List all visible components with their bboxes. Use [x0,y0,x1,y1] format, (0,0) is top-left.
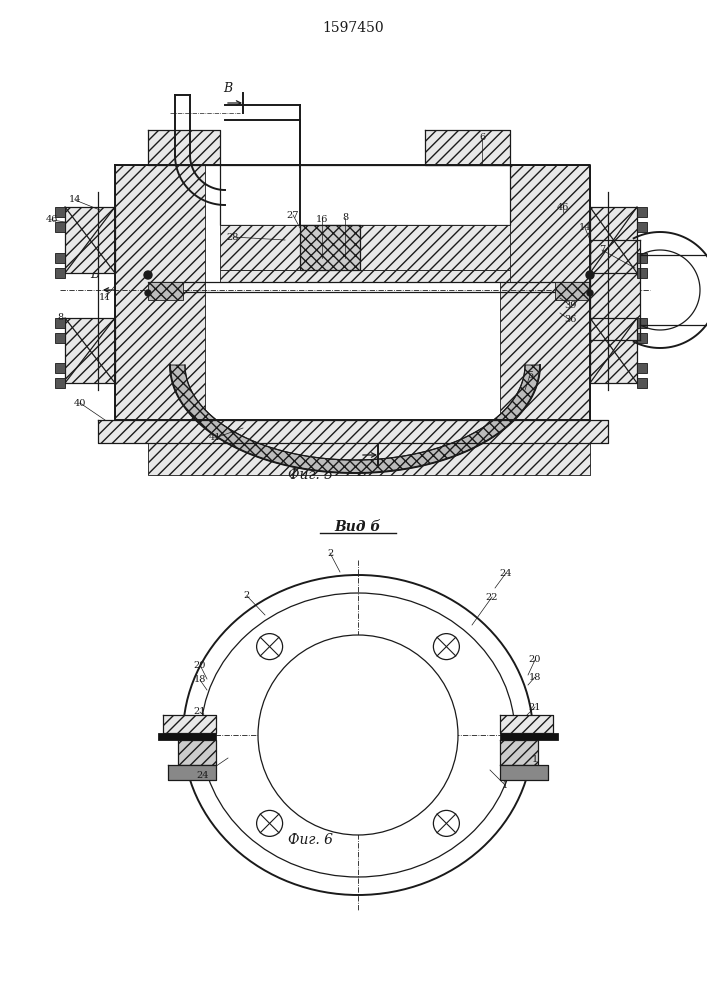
Polygon shape [148,420,590,475]
Polygon shape [637,268,647,278]
Text: 2: 2 [327,548,333,558]
Text: 1597450: 1597450 [322,21,384,35]
Polygon shape [637,318,647,328]
Circle shape [144,271,152,279]
Polygon shape [637,363,647,373]
Text: 21: 21 [529,702,542,712]
Polygon shape [170,365,540,473]
Polygon shape [55,333,65,343]
Text: 39: 39 [563,300,576,310]
Text: Б: Б [90,268,100,282]
Polygon shape [220,225,510,270]
Circle shape [587,290,593,296]
Text: 1: 1 [502,780,508,790]
Circle shape [145,290,151,296]
Circle shape [257,810,283,836]
Polygon shape [65,318,115,383]
Text: 7: 7 [599,245,605,254]
Text: 14: 14 [69,196,81,205]
Polygon shape [55,318,65,328]
Text: 24: 24 [500,568,513,578]
Text: 16: 16 [316,216,328,225]
Polygon shape [300,225,360,270]
Text: 27: 27 [287,211,299,220]
Circle shape [257,634,283,660]
Polygon shape [55,268,65,278]
Polygon shape [55,253,65,263]
Text: 20: 20 [194,660,206,670]
Polygon shape [500,165,590,420]
Polygon shape [637,253,647,263]
Polygon shape [220,270,510,282]
Polygon shape [98,420,608,443]
Polygon shape [55,207,65,217]
Text: 8: 8 [342,214,348,223]
Text: 24: 24 [197,770,209,780]
Text: 1: 1 [532,756,538,764]
Polygon shape [590,207,637,273]
Polygon shape [55,378,65,388]
Text: В: В [223,82,233,95]
Circle shape [433,634,460,660]
Text: 11: 11 [99,294,111,302]
Polygon shape [163,715,216,733]
Polygon shape [637,222,647,232]
Text: 46: 46 [557,204,569,213]
Polygon shape [500,733,558,740]
Polygon shape [637,333,647,343]
Text: Вид б: Вид б [335,520,381,534]
Text: 40: 40 [74,398,86,408]
Text: 22: 22 [486,592,498,601]
Text: 8: 8 [57,314,63,322]
Text: 28: 28 [227,232,239,241]
Text: 6: 6 [479,133,485,142]
Text: 41: 41 [209,434,221,442]
Polygon shape [637,207,647,217]
Polygon shape [500,740,538,765]
Polygon shape [65,207,115,273]
Polygon shape [158,733,216,740]
Text: 20: 20 [529,656,541,664]
Circle shape [258,635,458,835]
Polygon shape [500,715,553,733]
Text: Фиг. 5: Фиг. 5 [288,468,332,482]
Polygon shape [178,740,216,765]
Text: 18: 18 [194,676,206,684]
Text: В: В [358,466,366,479]
Polygon shape [148,282,183,300]
Polygon shape [115,165,205,420]
Polygon shape [425,130,510,165]
Circle shape [586,271,594,279]
Polygon shape [220,165,510,225]
Text: 14: 14 [579,224,591,232]
Circle shape [433,810,460,836]
Polygon shape [55,222,65,232]
Text: 2: 2 [244,591,250,600]
Polygon shape [500,765,548,780]
Text: 21: 21 [194,708,206,716]
Text: Фиг. 6: Фиг. 6 [288,833,332,847]
Text: 5: 5 [527,370,533,379]
Ellipse shape [201,593,515,877]
Polygon shape [168,765,216,780]
Text: 18: 18 [529,672,541,682]
Polygon shape [148,130,220,165]
Text: 36: 36 [563,316,576,324]
Polygon shape [55,363,65,373]
Polygon shape [637,378,647,388]
Polygon shape [590,240,640,340]
Polygon shape [555,282,590,300]
Text: 46: 46 [46,216,58,225]
Polygon shape [590,318,637,383]
